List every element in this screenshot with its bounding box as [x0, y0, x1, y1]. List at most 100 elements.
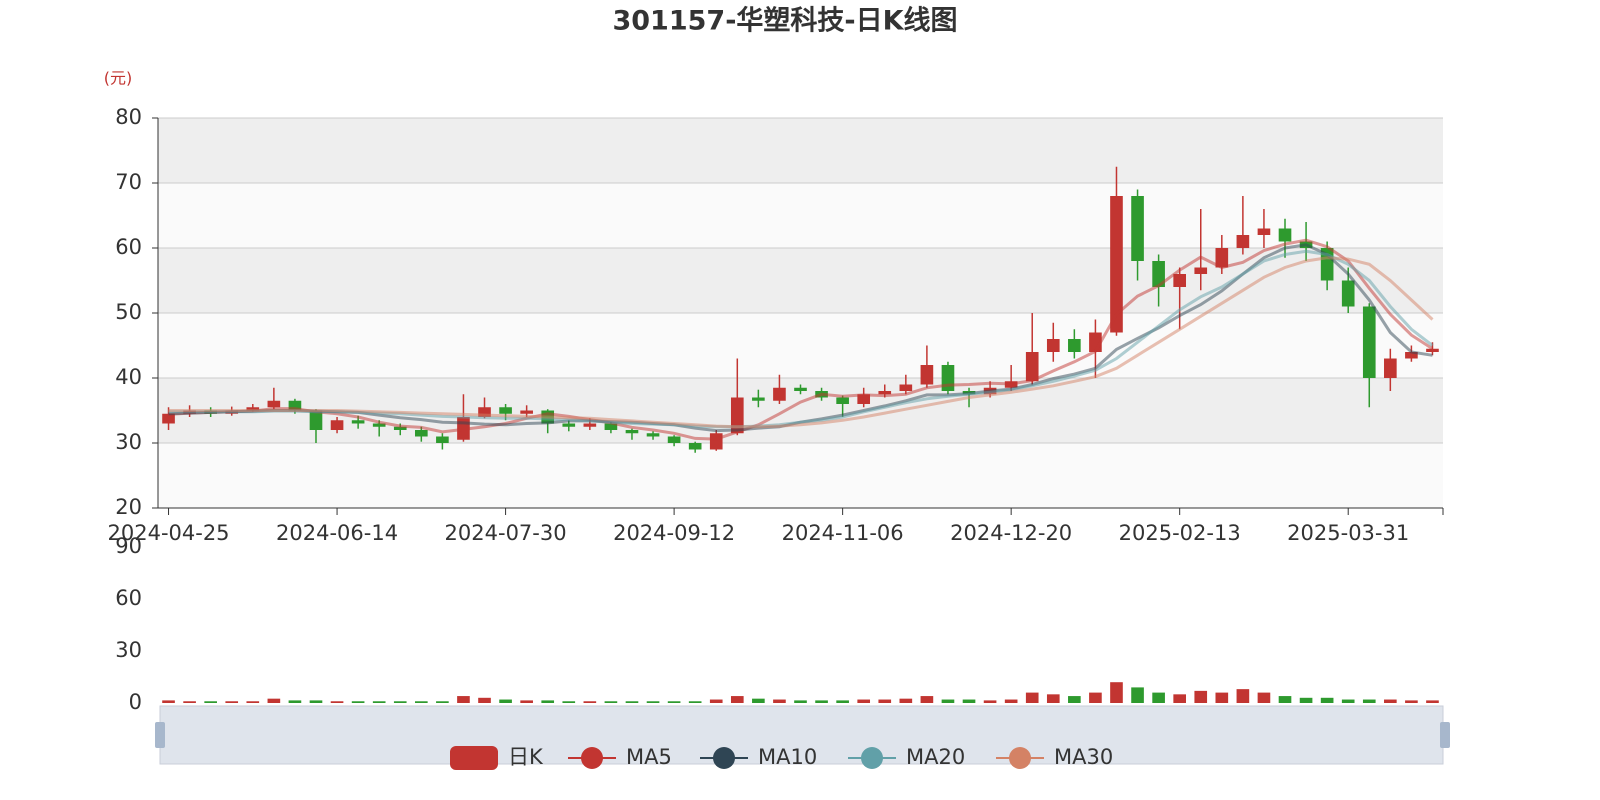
candle-body: [436, 436, 449, 443]
volume-bar: [309, 700, 323, 703]
zoom-handle[interactable]: [1440, 722, 1450, 748]
candle-body: [1110, 196, 1123, 333]
chart-title: 301157-华塑科技-日K线图: [612, 5, 957, 37]
candle-body: [878, 391, 892, 395]
volume-bar: [267, 698, 281, 703]
candle-body: [288, 400, 302, 411]
volume-bar: [1299, 697, 1313, 703]
volume-bar: [625, 701, 639, 703]
split-area: [158, 443, 1443, 508]
volume-tick-label: 60: [115, 586, 142, 610]
candle-body: [1025, 352, 1039, 382]
y-tick-label: 20: [115, 495, 142, 519]
volume-bar: [962, 699, 976, 703]
volume-bar: [604, 701, 618, 703]
volume-tick-label: 90: [115, 534, 142, 558]
candle-body: [857, 394, 871, 404]
candle-body: [351, 420, 365, 424]
candle-body: [794, 387, 807, 391]
candle-body: [267, 400, 281, 408]
x-tick-label: 2024-06-14: [276, 521, 398, 545]
volume-bar: [857, 699, 871, 703]
volume-bar: [351, 701, 365, 703]
candle-body: [752, 397, 765, 401]
volume-bar: [415, 701, 428, 703]
volume-bar: [941, 699, 955, 703]
legend-label[interactable]: MA10: [758, 745, 817, 769]
volume-bar: [225, 701, 239, 703]
volume-bar: [541, 700, 555, 703]
legend-swatch: [1009, 747, 1031, 769]
candle-body: [688, 443, 702, 450]
x-tick-label: 2024-12-20: [950, 521, 1072, 545]
candle-body: [625, 430, 639, 434]
volume-bar: [1089, 692, 1102, 703]
volume-bar: [1004, 699, 1018, 703]
volume-bar: [204, 701, 217, 703]
volume-bar: [1405, 700, 1418, 703]
candle-body: [604, 423, 618, 430]
volume-bar: [1320, 697, 1334, 703]
candle-body: [1173, 274, 1186, 287]
volume-bar: [878, 699, 892, 703]
candle-body: [1131, 196, 1144, 261]
volume-bar: [393, 701, 407, 703]
volume-bar: [246, 701, 260, 703]
candle-body: [372, 423, 386, 427]
x-tick-label: 2024-04-25: [108, 521, 230, 545]
volume-bar: [1341, 699, 1355, 703]
x-tick-label: 2025-03-31: [1287, 521, 1409, 545]
candle-body: [1405, 352, 1418, 359]
legend-label[interactable]: MA30: [1054, 745, 1113, 769]
volume-bar: [288, 700, 302, 703]
volume-bar: [183, 701, 196, 703]
y-unit: (元): [104, 69, 133, 88]
volume-bar: [1173, 694, 1186, 703]
x-tick-label: 2025-02-13: [1119, 521, 1241, 545]
candle-body: [499, 407, 512, 414]
candle-body: [393, 426, 407, 430]
volume-bar: [1236, 689, 1250, 703]
volume-bar: [794, 700, 807, 703]
volume-bar: [730, 696, 744, 703]
candle-body: [478, 407, 491, 417]
legend-label[interactable]: 日K: [508, 745, 544, 769]
x-tick-label: 2024-11-06: [782, 521, 904, 545]
y-tick-label: 60: [115, 235, 142, 259]
candle-body: [899, 384, 913, 391]
volume-bar: [520, 700, 533, 703]
candle-body: [709, 433, 723, 450]
volume-bar: [752, 698, 765, 703]
x-tick-label: 2024-09-12: [613, 521, 735, 545]
legend-label[interactable]: MA20: [906, 745, 965, 769]
legend-swatch: [713, 747, 735, 769]
split-area: [158, 118, 1443, 183]
volume-bar: [667, 701, 681, 703]
candle-body: [1257, 228, 1271, 235]
volume-bar: [1215, 692, 1229, 703]
ma-line: [168, 238, 1434, 441]
candle-body: [520, 410, 533, 414]
volume-bar: [478, 697, 491, 703]
volume-bar: [1131, 687, 1144, 703]
legend-swatch[interactable]: [450, 746, 498, 770]
volume-bar: [1257, 692, 1271, 703]
candle-body: [773, 387, 786, 401]
candle-body: [1068, 339, 1081, 352]
zoom-handle[interactable]: [155, 722, 165, 748]
candle-body: [1215, 248, 1229, 268]
legend-swatch: [581, 747, 603, 769]
volume-bar: [562, 701, 576, 703]
candle-body: [246, 407, 260, 411]
candle-body: [330, 420, 344, 430]
y-tick-label: 50: [115, 300, 142, 324]
volume-bar: [1068, 696, 1081, 703]
data-zoom-slider[interactable]: [159, 705, 1444, 765]
candle-body: [1341, 280, 1355, 307]
volume-bar: [709, 699, 723, 703]
split-area: [158, 313, 1443, 378]
volume-bar: [330, 701, 344, 703]
legend-label[interactable]: MA5: [626, 745, 672, 769]
ma-line: [168, 256, 1434, 429]
